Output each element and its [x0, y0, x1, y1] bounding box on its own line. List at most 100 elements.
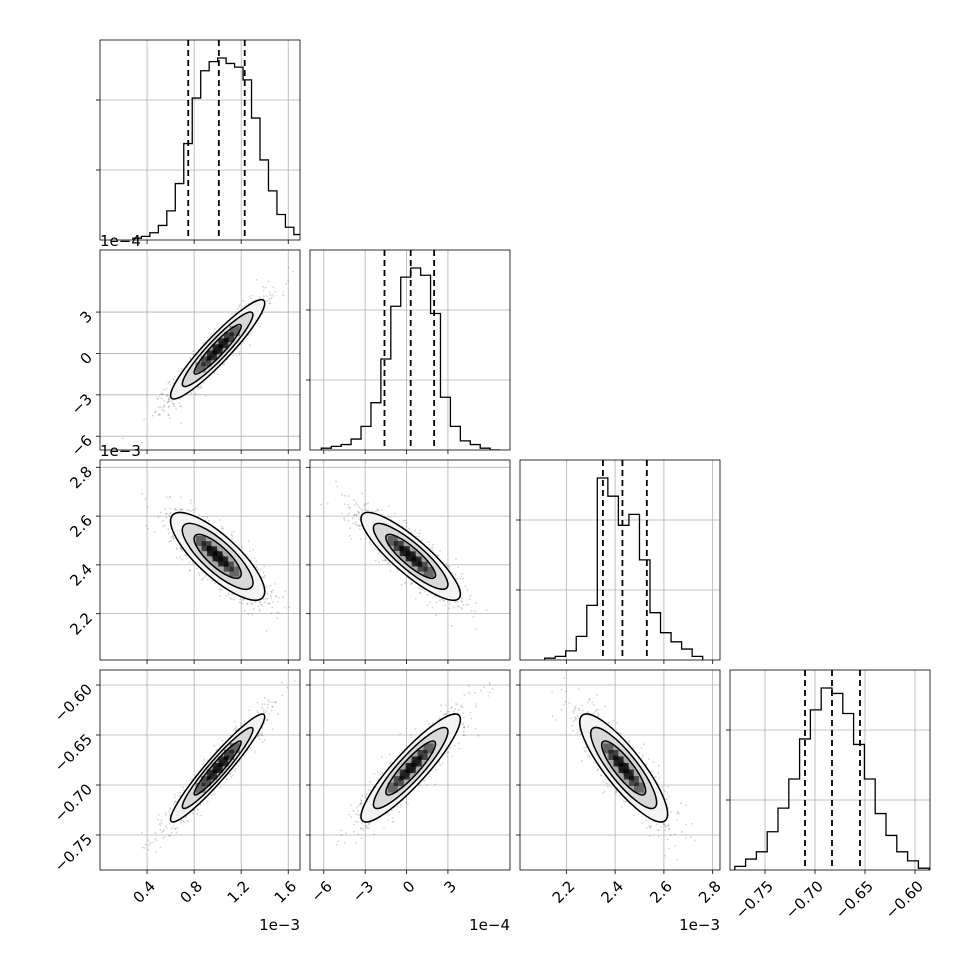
sample-point: [326, 502, 329, 505]
density-cell: [393, 540, 404, 551]
sample-point: [355, 513, 358, 516]
sample-point: [170, 401, 173, 403]
sample-point: [168, 397, 171, 399]
sample-point: [201, 515, 204, 518]
sample-point: [206, 800, 209, 803]
sample-point: [151, 414, 154, 417]
sample-point: [168, 417, 171, 419]
sample-point: [175, 408, 178, 411]
sample-point: [250, 559, 253, 561]
sample-point: [213, 744, 216, 747]
sample-point: [268, 603, 271, 605]
sample-point: [261, 703, 264, 705]
sample-point: [237, 305, 240, 308]
sample-point: [170, 540, 172, 542]
sample-point: [246, 337, 249, 340]
density-cell: [229, 566, 240, 577]
sample-point: [377, 561, 380, 563]
sample-point: [251, 294, 253, 297]
sample-point: [435, 614, 437, 616]
sample-point: [192, 350, 195, 353]
sample-point: [427, 541, 430, 544]
sample-point: [230, 534, 233, 536]
sample-point: [420, 540, 423, 542]
sample-point: [347, 495, 350, 497]
sample-point: [179, 397, 181, 400]
panel-1-0: [96, 250, 300, 454]
sample-point: [442, 599, 445, 601]
sample-point: [444, 604, 446, 607]
sample-point: [189, 502, 192, 505]
sample-point: [288, 606, 290, 609]
panel-3-0: [96, 670, 300, 874]
sample-point: [241, 602, 244, 604]
sample-point: [343, 517, 345, 520]
sample-point: [170, 536, 173, 539]
sample-point: [181, 558, 184, 561]
sample-point: [174, 800, 177, 803]
density-cell: [206, 350, 217, 361]
sample-point: [460, 597, 463, 600]
sample-point: [466, 589, 469, 591]
sample-point: [173, 802, 176, 804]
sample-point: [259, 296, 261, 298]
sample-point: [270, 709, 273, 712]
sample-point: [174, 828, 177, 830]
sample-point: [344, 519, 346, 522]
sample-point: [384, 559, 387, 561]
sample-point: [253, 557, 256, 559]
panel-frame: [99, 459, 301, 661]
sample-point: [257, 568, 259, 570]
sample-point: [169, 496, 171, 499]
sample-point: [358, 525, 360, 528]
sample-point: [282, 596, 284, 599]
sample-point: [269, 302, 272, 305]
sample-point: [178, 508, 181, 511]
sample-point: [157, 414, 160, 417]
sample-point: [179, 795, 181, 798]
sample-point: [376, 509, 379, 512]
sample-point: [264, 703, 266, 706]
density-cell: [218, 556, 229, 567]
sample-point: [266, 299, 268, 302]
sample-point: [179, 496, 182, 499]
sample-point: [232, 598, 235, 601]
sample-point: [418, 587, 420, 589]
sample-point: [359, 528, 361, 530]
sample-point: [167, 528, 170, 530]
sample-point: [461, 600, 464, 603]
sample-point: [230, 776, 233, 778]
sample-point: [185, 554, 188, 557]
panel-frame: [729, 669, 931, 871]
sample-point: [199, 386, 201, 389]
sample-point: [156, 397, 159, 400]
sample-point: [143, 847, 146, 849]
sample-point: [175, 547, 178, 549]
sample-point: [246, 603, 249, 606]
sample-point: [387, 505, 390, 507]
sample-point: [218, 519, 221, 521]
sample-point: [259, 603, 262, 606]
contour-line: [193, 323, 242, 375]
sample-point: [177, 370, 180, 373]
sample-point: [234, 727, 237, 729]
sample-point: [405, 522, 408, 524]
sample-point: [175, 509, 178, 511]
sample-point: [287, 280, 290, 283]
sample-point: [179, 547, 182, 550]
sample-point: [262, 289, 265, 291]
sample-point: [420, 588, 423, 590]
sample-point: [354, 521, 357, 524]
sample-point: [261, 603, 263, 606]
density-cell: [201, 356, 212, 367]
sample-point: [167, 414, 170, 416]
sample-point: [263, 295, 265, 298]
sample-point: [213, 328, 216, 330]
sample-point: [431, 546, 434, 549]
sample-point: [349, 506, 352, 509]
sample-point: [153, 531, 156, 533]
sample-point: [265, 629, 268, 632]
sample-point: [270, 591, 273, 594]
sample-point: [203, 759, 206, 761]
sample-point: [167, 398, 170, 401]
